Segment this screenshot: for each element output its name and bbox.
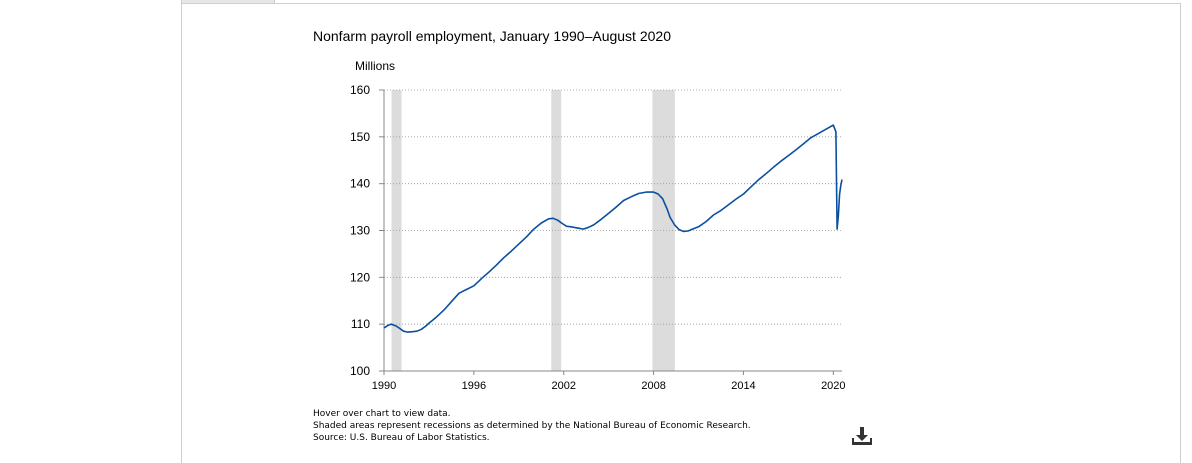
series-group: [383, 124, 843, 333]
y-tick-label: 130: [350, 224, 370, 238]
series-line[interactable]: [383, 124, 843, 333]
y-tick-label: 120: [350, 270, 370, 284]
x-tick-label: 2008: [641, 380, 665, 392]
y-tick-label: 160: [350, 83, 370, 97]
x-tick-label: 1990: [372, 380, 396, 392]
source-note: Source: U.S. Bureau of Labor Statistics.: [313, 433, 490, 443]
x-tick-labels: 1990 1996 2002 2008 2014 2020: [372, 371, 846, 392]
y-tick-labels: 100 110 120 130 140 150 160: [350, 83, 384, 378]
recession-band: [551, 90, 562, 371]
chart-title: Nonfarm payroll employment, January 1990…: [313, 28, 671, 44]
x-tick-label: 2002: [551, 380, 575, 392]
y-axis-label: Millions: [355, 59, 395, 73]
chart-panel: [181, 3, 1181, 463]
hover-note: Hover over chart to view data.: [313, 409, 451, 419]
y-tick-label: 110: [351, 317, 370, 331]
y-tick-label: 140: [350, 177, 370, 191]
x-tick-label: 1996: [462, 380, 486, 392]
y-tick-label: 100: [350, 364, 370, 378]
y-tick-label: 150: [350, 130, 370, 144]
gridlines: [384, 89, 842, 325]
x-tick-label: 2020: [821, 380, 845, 392]
download-icon[interactable]: [850, 425, 874, 447]
payroll-chart[interactable]: 100 110 120 130 140 150 160 1990 1996 2002 2008 20…: [0, 0, 1192, 450]
recession-note: Shaded areas represent recessions as det…: [313, 421, 751, 431]
x-tick-label: 2014: [731, 380, 755, 392]
